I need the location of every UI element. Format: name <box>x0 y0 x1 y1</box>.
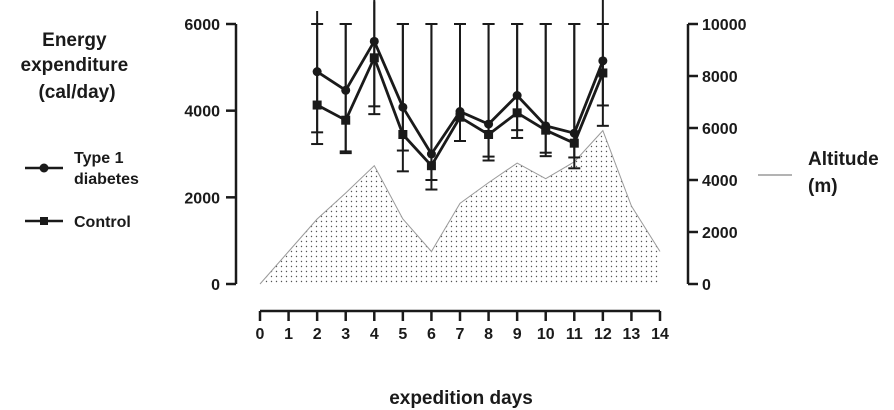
point-control <box>598 68 608 78</box>
legend-label-type1-line-2: diabetes <box>74 171 139 188</box>
y-axis-label-line-2: expenditure <box>21 55 129 76</box>
y-tick-label: 6000 <box>184 17 220 34</box>
y-axis-label: Energy expenditure (cal/day) <box>21 30 134 103</box>
y2-tick-label: 10000 <box>702 17 747 34</box>
x-tick-label: 10 <box>537 326 555 343</box>
y2-tick-label: 4000 <box>702 173 738 190</box>
series-layer <box>311 0 609 191</box>
x-tick-label: 13 <box>623 326 641 343</box>
altitude-line <box>259 129 661 285</box>
point-control <box>426 161 436 171</box>
altitude-area <box>260 130 660 284</box>
point-control <box>512 108 522 118</box>
y2-tick-label: 8000 <box>702 69 738 86</box>
y-axis-label-line-1: Energy <box>42 30 107 51</box>
x-tick-label: 7 <box>456 326 465 343</box>
legend-label-type1: Type 1 diabetes <box>74 150 139 188</box>
point-control <box>455 112 465 122</box>
y-tick-label: 4000 <box>184 104 220 121</box>
y-axis-label-line-3: (cal/day) <box>38 82 115 103</box>
point-control <box>541 125 551 135</box>
y2-tick-label: 6000 <box>702 121 738 138</box>
x-tick-label: 14 <box>651 326 669 343</box>
y-tick-label: 0 <box>211 277 220 294</box>
legend-label-control-line-1: Control <box>74 214 131 231</box>
legend: Type 1 diabetes Control <box>25 150 139 231</box>
legend-item-control: Control <box>25 214 131 231</box>
x-tick-label: 8 <box>484 326 493 343</box>
series-control <box>311 1 609 191</box>
y-tick-label: 2000 <box>184 190 220 207</box>
x-tick-label: 6 <box>427 326 436 343</box>
point-control <box>484 130 494 139</box>
y2-tick-label: 0 <box>702 277 711 294</box>
legend-marker-circle <box>39 163 49 173</box>
altitude-area-layer <box>259 129 661 285</box>
x-tick-label: 3 <box>341 326 350 343</box>
x-tick-label: 9 <box>513 326 522 343</box>
altitude-label-line-1: Altitude <box>808 149 879 170</box>
legend-label-control: Control <box>74 214 131 231</box>
legend-marker-square <box>40 217 48 225</box>
x-tick-label: 11 <box>566 326 583 343</box>
altitude-label-line-2: (m) <box>808 176 838 197</box>
x-tick-label: 1 <box>284 326 293 343</box>
point-control <box>398 130 408 139</box>
altitude-label-group: Altitude (m) <box>758 149 884 197</box>
y2-tick-label: 2000 <box>702 225 738 242</box>
point-control <box>569 138 579 148</box>
point-control <box>369 53 379 63</box>
legend-item-type1: Type 1 diabetes <box>25 150 139 188</box>
point-control <box>312 100 322 110</box>
y2-axis-label: Altitude (m) <box>808 149 884 197</box>
x-tick-label: 5 <box>398 326 407 343</box>
x-tick-label: 0 <box>256 326 265 343</box>
legend-label-type1-line-1: Type 1 <box>74 150 124 167</box>
x-tick-label: 2 <box>313 326 322 343</box>
x-axis-label: expedition days <box>389 388 533 409</box>
point-control <box>341 115 351 125</box>
x-tick-label: 12 <box>594 326 612 343</box>
x-tick-label: 4 <box>370 326 379 343</box>
